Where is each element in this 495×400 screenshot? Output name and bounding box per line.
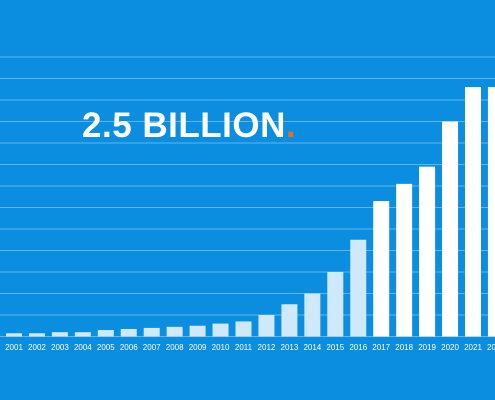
bar: [235, 321, 252, 337]
bar: [143, 327, 160, 337]
chart-title: 2.5 BILLION.: [82, 106, 296, 145]
bar: [350, 239, 367, 337]
title-dot: .: [286, 106, 296, 145]
x-tick-label: 2018: [395, 343, 413, 352]
grid: [0, 56, 495, 337]
x-tick-label: 2019: [418, 343, 436, 352]
bar: [212, 323, 229, 337]
bar: [6, 333, 22, 337]
x-tick-label: 2009: [189, 343, 207, 352]
x-tick-label: 2010: [212, 343, 230, 352]
x-tick-label: 2014: [303, 343, 321, 352]
x-tick-label: 2001: [5, 343, 23, 352]
x-tick-label: 2002: [28, 343, 46, 352]
x-tick-label: 2003: [51, 343, 69, 352]
x-tick-label: 2006: [120, 343, 138, 352]
x-tick-label: 2016: [349, 343, 367, 352]
x-tick-label: 2022: [487, 343, 495, 352]
bar: [28, 333, 45, 337]
x-tick-label: 2007: [143, 343, 161, 352]
bar: [120, 328, 137, 337]
bar: [465, 87, 481, 337]
x-tick-label: 2020: [441, 343, 459, 352]
bar: [258, 315, 275, 337]
bar: [419, 166, 436, 337]
bar: [281, 304, 298, 337]
x-tick-label: 2021: [464, 343, 482, 352]
x-tick-label: 2004: [74, 343, 92, 352]
x-tick-label: 2013: [281, 343, 299, 352]
x-tick-label: 2012: [258, 343, 276, 352]
title-text: 2.5 BILLION: [82, 106, 286, 145]
bar: [327, 272, 344, 337]
bar: [74, 332, 91, 337]
x-tick-label: 2005: [97, 343, 115, 352]
bar: [97, 330, 114, 337]
x-tick-label: 2011: [235, 343, 253, 352]
bar: [189, 325, 206, 337]
bar: [51, 332, 68, 337]
bars: [6, 87, 495, 337]
bar: [487, 87, 495, 337]
bar: [373, 201, 390, 337]
bar: [442, 121, 459, 337]
x-tick-label: 2015: [326, 343, 344, 352]
bar: [304, 293, 321, 337]
x-tick-label: 2017: [372, 343, 390, 352]
bar: [396, 183, 413, 337]
x-tick-label: 2008: [166, 343, 184, 352]
x-labels: 2001 2002 2003 2004 2005 2006 2007 2008 2009 2010…: [5, 343, 495, 352]
bar: [166, 326, 183, 337]
